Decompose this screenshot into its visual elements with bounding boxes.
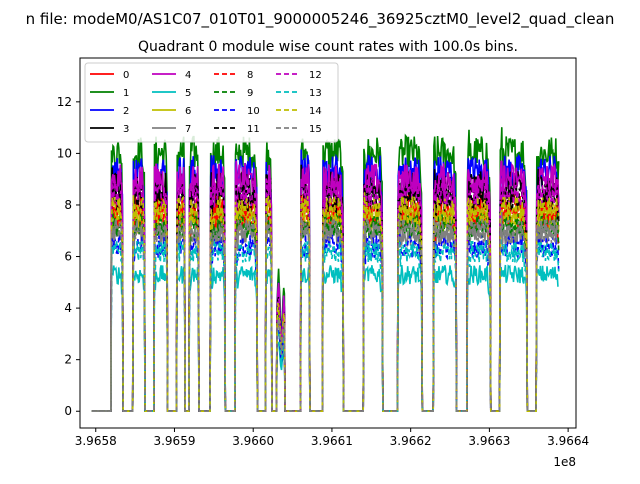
series-line-12 (91, 168, 560, 413)
x-axis-offset-label: 1e8 (553, 455, 576, 469)
legend-label-2: 2 (123, 106, 129, 117)
series-layer (91, 127, 560, 413)
y-tick-label: 12 (57, 95, 72, 109)
legend-label-3: 3 (123, 124, 129, 135)
x-tick-label: 3.9658 (75, 434, 117, 448)
legend-label-1: 1 (123, 88, 129, 99)
y-tick-label: 2 (64, 353, 72, 367)
series-line-14 (91, 192, 560, 413)
legend-frame (84, 62, 339, 143)
chart-title: Quadrant 0 module wise count rates with … (138, 39, 518, 55)
figure-suptitle: n file: modeM0/AS1C07_010T01_9000005246_… (26, 10, 615, 29)
legend-label-4: 4 (185, 70, 191, 81)
legend-label-12: 12 (309, 70, 322, 81)
legend-label-0: 0 (123, 70, 129, 81)
y-axis: 0 2 4 6 8 10 12 (57, 95, 80, 418)
legend-label-15: 15 (309, 124, 322, 135)
x-axis: 3.9658 3.9659 3.9660 3.9661 3.9662 3.9663 3.96… (75, 428, 589, 448)
y-tick-label: 0 (64, 404, 72, 418)
legend-label-10: 10 (247, 106, 260, 117)
plot-frame (79, 57, 577, 429)
x-tick-label: 3.9663 (468, 434, 510, 448)
legend-label-13: 13 (309, 88, 322, 99)
y-tick-label: 10 (57, 146, 72, 160)
legend-label-11: 11 (247, 124, 260, 135)
legend-label-8: 8 (247, 70, 253, 81)
legend-label-6: 6 (185, 106, 191, 117)
legend-label-9: 9 (247, 88, 253, 99)
legend-label-5: 5 (185, 88, 191, 99)
x-tick-label: 3.9659 (153, 434, 195, 448)
y-tick-label: 6 (64, 250, 72, 264)
x-tick-label: 3.9662 (390, 434, 432, 448)
x-tick-label: 3.9661 (311, 434, 353, 448)
legend-label-14: 14 (309, 106, 322, 117)
x-tick-label: 3.9664 (547, 434, 589, 448)
y-tick-label: 8 (64, 198, 72, 212)
y-tick-label: 4 (64, 301, 72, 315)
legend-label-7: 7 (185, 124, 191, 135)
series-line-15 (91, 211, 560, 413)
x-tick-label: 3.9660 (232, 434, 274, 448)
